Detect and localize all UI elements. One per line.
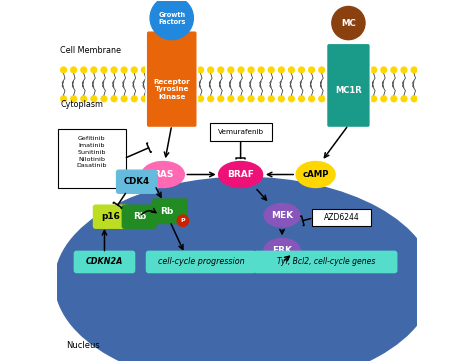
Text: cell-cycle progression: cell-cycle progression [157, 257, 244, 266]
Circle shape [247, 66, 255, 73]
Text: Cytoplasm: Cytoplasm [60, 100, 103, 109]
FancyBboxPatch shape [312, 209, 371, 227]
Circle shape [390, 95, 398, 102]
Circle shape [131, 95, 138, 102]
Circle shape [217, 95, 224, 102]
Circle shape [380, 66, 387, 73]
FancyBboxPatch shape [146, 251, 255, 273]
Circle shape [120, 95, 128, 102]
Circle shape [90, 66, 98, 73]
Circle shape [207, 66, 214, 73]
FancyBboxPatch shape [58, 129, 126, 188]
Text: RAS: RAS [153, 170, 173, 179]
Circle shape [308, 66, 315, 73]
Circle shape [197, 95, 204, 102]
Circle shape [318, 95, 325, 102]
Circle shape [401, 95, 408, 102]
Text: AZD6244: AZD6244 [324, 213, 359, 222]
Circle shape [60, 66, 67, 73]
Circle shape [197, 66, 204, 73]
Text: ERK: ERK [272, 246, 292, 255]
Text: p16: p16 [101, 212, 120, 221]
Circle shape [268, 66, 275, 73]
FancyBboxPatch shape [74, 251, 135, 273]
Circle shape [410, 95, 418, 102]
FancyBboxPatch shape [210, 123, 272, 141]
Text: cAMP: cAMP [302, 170, 329, 179]
Circle shape [247, 95, 255, 102]
Circle shape [268, 95, 275, 102]
Circle shape [131, 66, 138, 73]
Circle shape [410, 66, 418, 73]
Text: Rb: Rb [133, 212, 146, 221]
Circle shape [217, 66, 224, 73]
FancyBboxPatch shape [255, 251, 397, 273]
Circle shape [100, 95, 108, 102]
Circle shape [288, 66, 295, 73]
Circle shape [370, 66, 377, 73]
Text: CDK4: CDK4 [124, 177, 150, 186]
Circle shape [318, 66, 325, 73]
Text: MEK: MEK [271, 211, 293, 220]
Text: Vemurafenib: Vemurafenib [218, 129, 264, 135]
Circle shape [227, 95, 235, 102]
FancyBboxPatch shape [146, 31, 197, 128]
Text: Growth
Factors: Growth Factors [158, 12, 185, 25]
Circle shape [120, 66, 128, 73]
Circle shape [90, 95, 98, 102]
Circle shape [60, 95, 67, 102]
Text: CDKN2A: CDKN2A [86, 257, 123, 266]
FancyBboxPatch shape [327, 43, 370, 128]
Ellipse shape [219, 161, 263, 188]
Circle shape [80, 95, 87, 102]
Circle shape [110, 95, 118, 102]
Text: Tyr, Bcl2, cell-cycle genes: Tyr, Bcl2, cell-cycle genes [276, 257, 375, 266]
Ellipse shape [264, 239, 300, 262]
Ellipse shape [55, 177, 434, 362]
FancyBboxPatch shape [117, 170, 157, 193]
Circle shape [100, 66, 108, 73]
Circle shape [177, 215, 189, 226]
Circle shape [278, 66, 285, 73]
Circle shape [380, 95, 387, 102]
Circle shape [70, 66, 77, 73]
Text: Rb: Rb [160, 207, 173, 216]
Text: MC1R: MC1R [335, 86, 362, 94]
Ellipse shape [142, 161, 184, 188]
Ellipse shape [296, 161, 335, 188]
Circle shape [150, 0, 193, 40]
Circle shape [207, 95, 214, 102]
Circle shape [278, 95, 285, 102]
Circle shape [237, 66, 245, 73]
FancyBboxPatch shape [93, 205, 128, 228]
Text: Receptor
Tyrosine
Kinase: Receptor Tyrosine Kinase [154, 79, 190, 100]
Text: Cell Membrane: Cell Membrane [60, 46, 121, 55]
Circle shape [288, 95, 295, 102]
Circle shape [298, 66, 305, 73]
Circle shape [110, 66, 118, 73]
Circle shape [80, 66, 87, 73]
Circle shape [141, 66, 148, 73]
FancyBboxPatch shape [122, 205, 156, 228]
Circle shape [257, 66, 265, 73]
Text: Gefitinib
Imatinib
Sunitinib
Nilotinib
Dasatinib: Gefitinib Imatinib Sunitinib Nilotinib D… [76, 136, 107, 168]
Circle shape [237, 95, 245, 102]
Text: BRAF: BRAF [227, 170, 254, 179]
Circle shape [70, 95, 77, 102]
Circle shape [370, 95, 377, 102]
Circle shape [227, 66, 235, 73]
FancyBboxPatch shape [153, 199, 187, 224]
Text: MC: MC [341, 18, 356, 28]
Circle shape [401, 66, 408, 73]
Circle shape [298, 95, 305, 102]
Circle shape [141, 95, 148, 102]
Circle shape [332, 7, 365, 40]
Ellipse shape [264, 203, 300, 227]
Circle shape [390, 66, 398, 73]
Text: Nucleus: Nucleus [66, 341, 100, 350]
Text: P: P [181, 218, 185, 223]
Circle shape [308, 95, 315, 102]
Circle shape [257, 95, 265, 102]
